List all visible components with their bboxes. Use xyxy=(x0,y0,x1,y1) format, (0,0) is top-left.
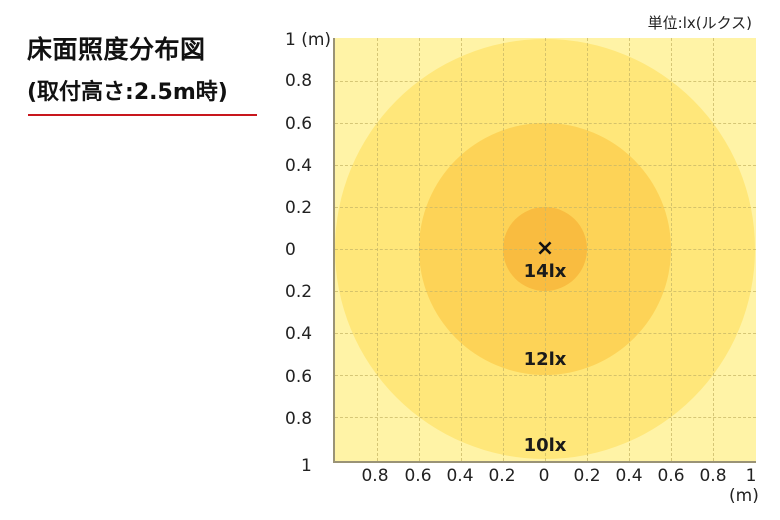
y-tick-label: 0.2 xyxy=(285,282,313,302)
gridline-horizontal xyxy=(335,417,756,418)
x-tick-label: 0.4 xyxy=(446,466,474,486)
y-tick-label: 1 (m) xyxy=(285,30,332,50)
y-tick-label: 0.6 xyxy=(285,367,313,387)
x-tick-label: 0.6 xyxy=(404,466,432,486)
x-axis-unit: (m) xyxy=(729,486,759,506)
x-tick-label: 0.8 xyxy=(699,466,727,486)
chart-subtitle: (取付高さ:2.5m時) xyxy=(27,80,228,105)
gridline-horizontal xyxy=(335,207,756,208)
gridline-horizontal xyxy=(335,123,756,124)
x-tick-label: 0.2 xyxy=(573,466,601,486)
contour-label-10lx: 10lx xyxy=(523,435,567,456)
gridline-horizontal xyxy=(335,333,756,334)
gridline-horizontal xyxy=(335,291,756,292)
illuminance-plot-area: × 14lx 12lx 10lx xyxy=(333,38,756,463)
title-underline xyxy=(28,114,257,116)
x-tick-label: 0.8 xyxy=(361,466,389,486)
y-tick-label: 0.8 xyxy=(285,71,313,91)
x-tick-label: 1 xyxy=(745,466,757,486)
unit-label: 単位:lx(ルクス) xyxy=(647,14,752,32)
x-tick-label: 0.6 xyxy=(657,466,685,486)
contour-label-12lx: 12lx xyxy=(523,349,567,370)
y-tick-label: 0.4 xyxy=(285,324,313,344)
chart-title: 床面照度分布図 xyxy=(27,35,206,64)
contour-label-14lx: 14lx xyxy=(523,261,567,282)
light-position-marker-icon: × xyxy=(535,236,555,261)
x-tick-label: 0.2 xyxy=(488,466,516,486)
gridline-horizontal xyxy=(335,249,756,250)
gridline-horizontal xyxy=(335,81,756,82)
y-tick-label: 0 xyxy=(285,240,296,260)
gridline-horizontal xyxy=(335,375,756,376)
y-tick-label: 0.2 xyxy=(285,198,313,218)
y-tick-label: 1 xyxy=(301,456,312,476)
y-tick-label: 0.4 xyxy=(285,156,313,176)
y-tick-label: 0.6 xyxy=(285,114,313,134)
gridline-horizontal xyxy=(335,165,756,166)
x-tick-label: 0.4 xyxy=(615,466,643,486)
x-tick-label: 0 xyxy=(538,466,550,486)
y-tick-label: 0.8 xyxy=(285,409,313,429)
